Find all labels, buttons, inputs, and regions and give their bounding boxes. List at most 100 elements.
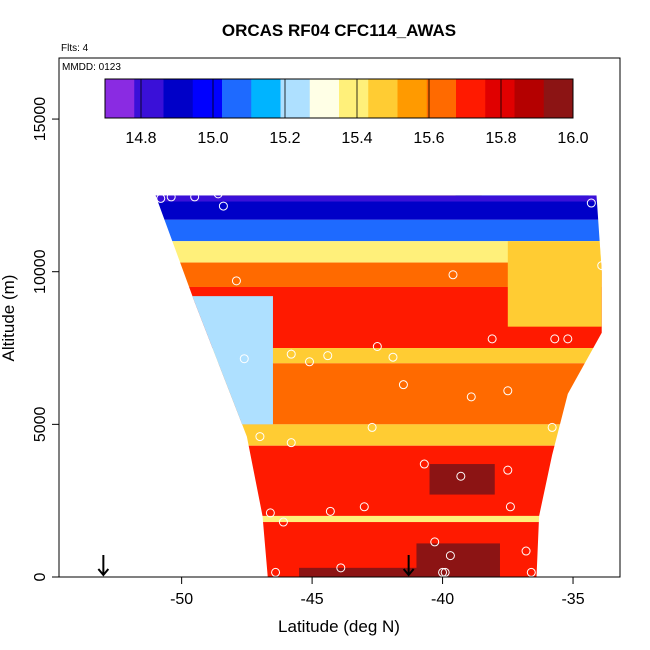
sample-point — [278, 517, 288, 527]
sample-point — [445, 551, 455, 561]
sample-point — [513, 178, 523, 188]
field-band-1 — [155, 201, 602, 220]
sample-point — [487, 334, 497, 344]
flights-label: Flts: 4 — [61, 43, 89, 54]
sample-point — [213, 189, 223, 199]
colorbar-swatch — [192, 79, 223, 118]
colorbar-swatch — [163, 79, 194, 118]
sample-point — [372, 342, 382, 352]
field-band-0 — [155, 195, 602, 202]
sample-point — [571, 178, 581, 188]
sample-point — [271, 567, 281, 577]
sample-point — [529, 178, 539, 188]
field-patch-6 — [181, 296, 273, 425]
field-patch-5 — [299, 567, 417, 577]
sample-point — [336, 563, 346, 573]
field-patch-0 — [221, 186, 482, 195]
heatmap-field — [155, 186, 602, 577]
flight-arrows — [97, 555, 415, 577]
x-tick-label: -50 — [170, 591, 193, 608]
sample-point — [440, 567, 450, 577]
sample-point — [419, 459, 429, 469]
sample-point — [325, 506, 335, 516]
sample-point — [558, 178, 568, 188]
chart-title: ORCAS RF04 CFC114_AWAS — [222, 21, 456, 40]
field-band-3 — [155, 241, 602, 263]
colorbar-tick-label: 15.6 — [413, 130, 444, 147]
sample-point — [398, 380, 408, 390]
sample-point — [218, 201, 228, 211]
colorbar-swatch — [397, 79, 428, 118]
field-patch-2 — [507, 241, 602, 327]
colorbar-tick-label: 15.0 — [197, 130, 228, 147]
sample-point — [359, 502, 369, 512]
sample-point — [388, 352, 398, 362]
sample-point — [550, 334, 560, 344]
field-band-7 — [155, 363, 602, 425]
y-tick-label: 5000 — [32, 406, 49, 442]
sample-point — [304, 357, 314, 367]
field-patch-3 — [429, 464, 495, 495]
colorbar-swatch — [543, 79, 574, 118]
flight-arrow — [97, 555, 110, 577]
colorbar-swatch — [280, 79, 311, 118]
sample-point — [466, 392, 476, 402]
date-label: MMDD: 0123 — [62, 62, 121, 73]
y-tick-label: 10000 — [32, 249, 49, 294]
sample-point — [265, 508, 275, 518]
x-axis: -50 -45 -40 -35 — [170, 576, 585, 608]
field-patch-1 — [456, 186, 589, 195]
sample-point — [239, 354, 249, 364]
colorbar-swatch — [426, 79, 457, 118]
sample-point — [456, 471, 466, 481]
sample-point — [166, 192, 176, 202]
sample-point — [367, 422, 377, 432]
sample-point — [190, 192, 200, 202]
colorbar-frame — [104, 78, 574, 119]
colorbar-tick-label: 15.8 — [485, 130, 516, 147]
colorbar-swatch — [514, 79, 545, 118]
colorbar-swatch — [105, 79, 135, 118]
x-axis-label: Latitude (deg N) — [278, 617, 400, 636]
colorbar-swatch — [251, 79, 281, 118]
colorbar-swatch — [456, 79, 486, 118]
sample-point — [231, 276, 241, 286]
sample-point — [479, 178, 489, 188]
x-tick-label: -35 — [561, 591, 584, 608]
sample-point — [286, 438, 296, 448]
colorbar-tick-label: 16.0 — [557, 130, 588, 147]
x-tick-label: -40 — [431, 591, 454, 608]
field-band-10 — [155, 515, 602, 523]
sample-point — [498, 178, 508, 188]
colorbar-swatch — [368, 79, 398, 118]
colorbar-swatch — [134, 79, 164, 118]
sample-point — [521, 546, 531, 556]
colorbar: 14.8 15.0 15.2 15.4 15.6 15.8 16.0 — [104, 78, 589, 147]
sample-point — [448, 270, 458, 280]
sample-point — [323, 351, 333, 361]
sample-point — [503, 465, 513, 475]
colorbar-swatch — [309, 79, 340, 118]
sample-point — [255, 432, 265, 442]
colorbar-tick-label: 15.2 — [269, 130, 300, 147]
sample-point — [526, 567, 536, 577]
sample-point — [586, 198, 596, 208]
sample-point — [503, 386, 513, 396]
field-band-8 — [155, 424, 602, 446]
flight-arrow — [402, 555, 415, 577]
sample-point — [547, 178, 557, 188]
sample-point — [597, 261, 607, 271]
y-axis-label: Altitude (m) — [0, 275, 18, 362]
sample-point — [430, 537, 440, 547]
sample-point — [563, 334, 573, 344]
sample-markers — [156, 178, 607, 577]
colorbar-swatch — [339, 79, 369, 118]
y-tick-label: 0 — [32, 572, 49, 581]
y-tick-label: 15000 — [32, 97, 49, 142]
field-band-6 — [155, 348, 602, 364]
sample-point — [505, 502, 515, 512]
colorbar-tick-label: 15.4 — [341, 130, 372, 147]
x-tick-label: -45 — [301, 591, 324, 608]
sample-point — [547, 422, 557, 432]
